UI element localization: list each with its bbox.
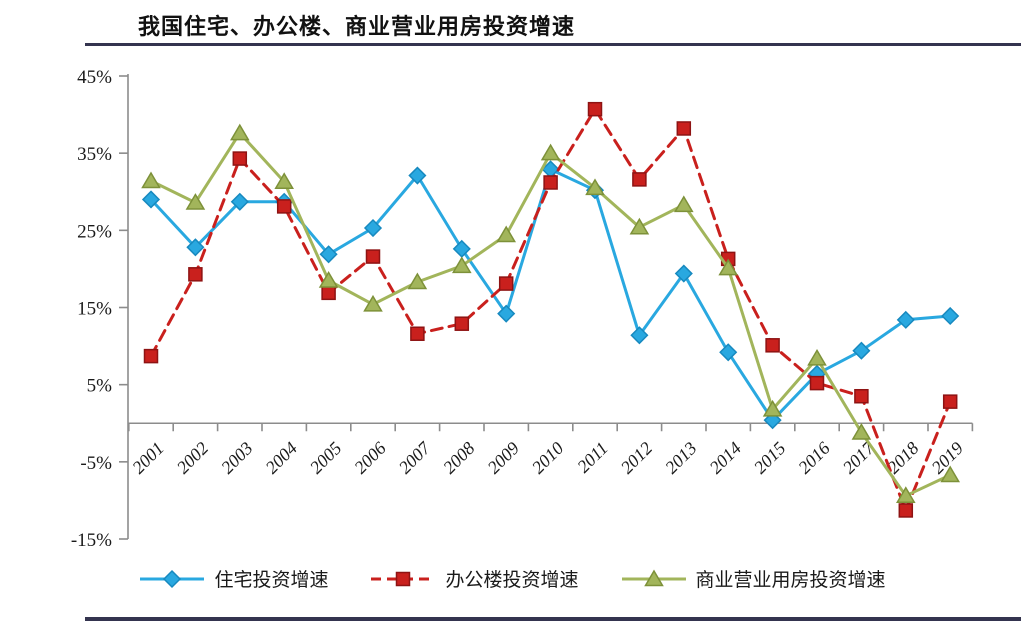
bottom-rule — [85, 617, 1021, 621]
data-point-marker-series-2 — [496, 225, 517, 243]
data-point-marker-series-1 — [232, 151, 248, 166]
y-tick-label: 25% — [77, 221, 112, 242]
y-tick-label: -5% — [80, 453, 112, 474]
data-point-marker-series-0 — [941, 306, 960, 326]
data-point-marker-series-1 — [587, 101, 603, 117]
data-point-marker-series-1 — [676, 121, 692, 136]
x-tick-label: 2014 — [705, 438, 745, 478]
data-point-marker-series-2 — [141, 171, 161, 189]
x-tick-label: 2013 — [661, 438, 701, 478]
data-point-marker-series-2 — [363, 294, 383, 312]
legend-item-office: 办公楼投资增速 — [370, 565, 579, 592]
data-point-marker-series-0 — [497, 304, 516, 323]
data-point-marker-series-1 — [498, 276, 514, 291]
data-point-marker-series-1 — [276, 199, 292, 214]
data-point-marker-series-0 — [363, 218, 383, 238]
data-point-marker-series-0 — [230, 192, 249, 211]
x-tick-label: 2017 — [839, 437, 879, 477]
data-point-marker-series-2 — [762, 399, 783, 417]
data-point-marker-series-2 — [673, 195, 694, 213]
legend-label-commercial: 商业营业用房投资增速 — [695, 570, 886, 591]
data-point-marker-series-0 — [674, 264, 693, 283]
data-point-marker-series-2 — [718, 258, 739, 276]
legend-swatch-triangle-icon — [621, 569, 686, 586]
data-point-marker-series-2 — [807, 348, 827, 366]
data-point-marker-series-1 — [632, 172, 647, 187]
data-point-marker-series-1 — [854, 388, 869, 404]
data-point-marker-series-2 — [629, 217, 650, 235]
legend-label-office: 办公楼投资增速 — [445, 570, 579, 591]
data-point-marker-series-1 — [143, 348, 159, 364]
data-point-marker-series-1 — [321, 285, 336, 301]
data-point-marker-series-2 — [318, 271, 339, 288]
x-tick-label: 2005 — [306, 438, 346, 478]
data-point-marker-series-2 — [451, 256, 472, 274]
data-point-marker-series-0 — [719, 343, 738, 362]
page-title: 我国住宅、办公楼、商业营业用房投资增速 — [138, 14, 576, 39]
data-point-marker-series-0 — [319, 245, 338, 264]
x-tick-label: 2001 — [128, 438, 168, 478]
data-point-marker-series-1 — [898, 503, 914, 518]
data-point-marker-series-1 — [765, 338, 780, 353]
legend-marker-sample — [643, 569, 664, 586]
data-point-marker-series-0 — [852, 341, 871, 360]
y-tick-label: 35% — [77, 144, 112, 165]
x-tick-label: 2011 — [573, 438, 612, 477]
data-point-marker-series-2 — [851, 423, 872, 440]
data-point-marker-series-0 — [408, 166, 427, 185]
y-tick-label: 45% — [77, 67, 112, 88]
x-tick-label: 2006 — [350, 438, 390, 478]
data-point-marker-series-2 — [274, 172, 295, 189]
x-tick-label: 2016 — [794, 438, 834, 478]
data-point-marker-series-1 — [809, 375, 825, 391]
legend-item-commercial: 商业营业用房投资增速 — [621, 565, 886, 592]
x-tick-label: 2003 — [217, 438, 257, 478]
title-rule — [85, 43, 1021, 46]
data-point-marker-series-1 — [454, 316, 470, 331]
y-tick-label: 15% — [77, 299, 112, 320]
data-point-marker-series-2 — [540, 143, 561, 161]
data-point-marker-series-0 — [630, 326, 649, 345]
chart-legend: 住宅投资增速 办公楼投资增速 商业营业用房投资增速 — [0, 565, 1025, 592]
x-tick-label: 2012 — [617, 438, 657, 478]
data-point-marker-series-2 — [895, 486, 916, 504]
data-point-marker-series-2 — [229, 123, 250, 141]
x-tick-label: 2010 — [528, 438, 568, 478]
legend-marker-sample — [163, 569, 182, 588]
x-tick-label: 2002 — [173, 438, 213, 478]
data-point-marker-series-2 — [585, 178, 605, 196]
data-point-marker-series-2 — [185, 193, 206, 210]
data-point-marker-series-1 — [365, 249, 381, 264]
data-point-marker-series-1 — [410, 326, 425, 341]
data-point-marker-series-0 — [896, 310, 915, 329]
data-point-marker-series-1 — [543, 175, 558, 190]
x-tick-label: 2008 — [439, 438, 479, 478]
legend-label-residential: 住宅投资增速 — [214, 570, 329, 591]
x-tick-label: 2009 — [483, 438, 523, 478]
data-point-marker-series-2 — [407, 272, 428, 290]
data-point-marker-series-0 — [141, 190, 161, 209]
legend-swatch-diamond-icon — [140, 569, 205, 588]
legend-swatch-square-icon — [371, 571, 436, 586]
legend-item-residential: 住宅投资增速 — [139, 565, 328, 592]
x-tick-label: 2007 — [395, 437, 435, 477]
y-tick-label: -15% — [71, 530, 112, 551]
y-tick-label: 5% — [87, 376, 113, 397]
data-point-marker-series-0 — [186, 238, 205, 257]
x-tick-label: 2004 — [261, 438, 301, 478]
legend-marker-sample — [396, 571, 411, 586]
x-tick-label: 2015 — [750, 438, 790, 478]
data-point-marker-series-2 — [940, 465, 961, 483]
data-point-marker-series-1 — [188, 267, 203, 282]
data-point-marker-series-1 — [942, 394, 958, 409]
